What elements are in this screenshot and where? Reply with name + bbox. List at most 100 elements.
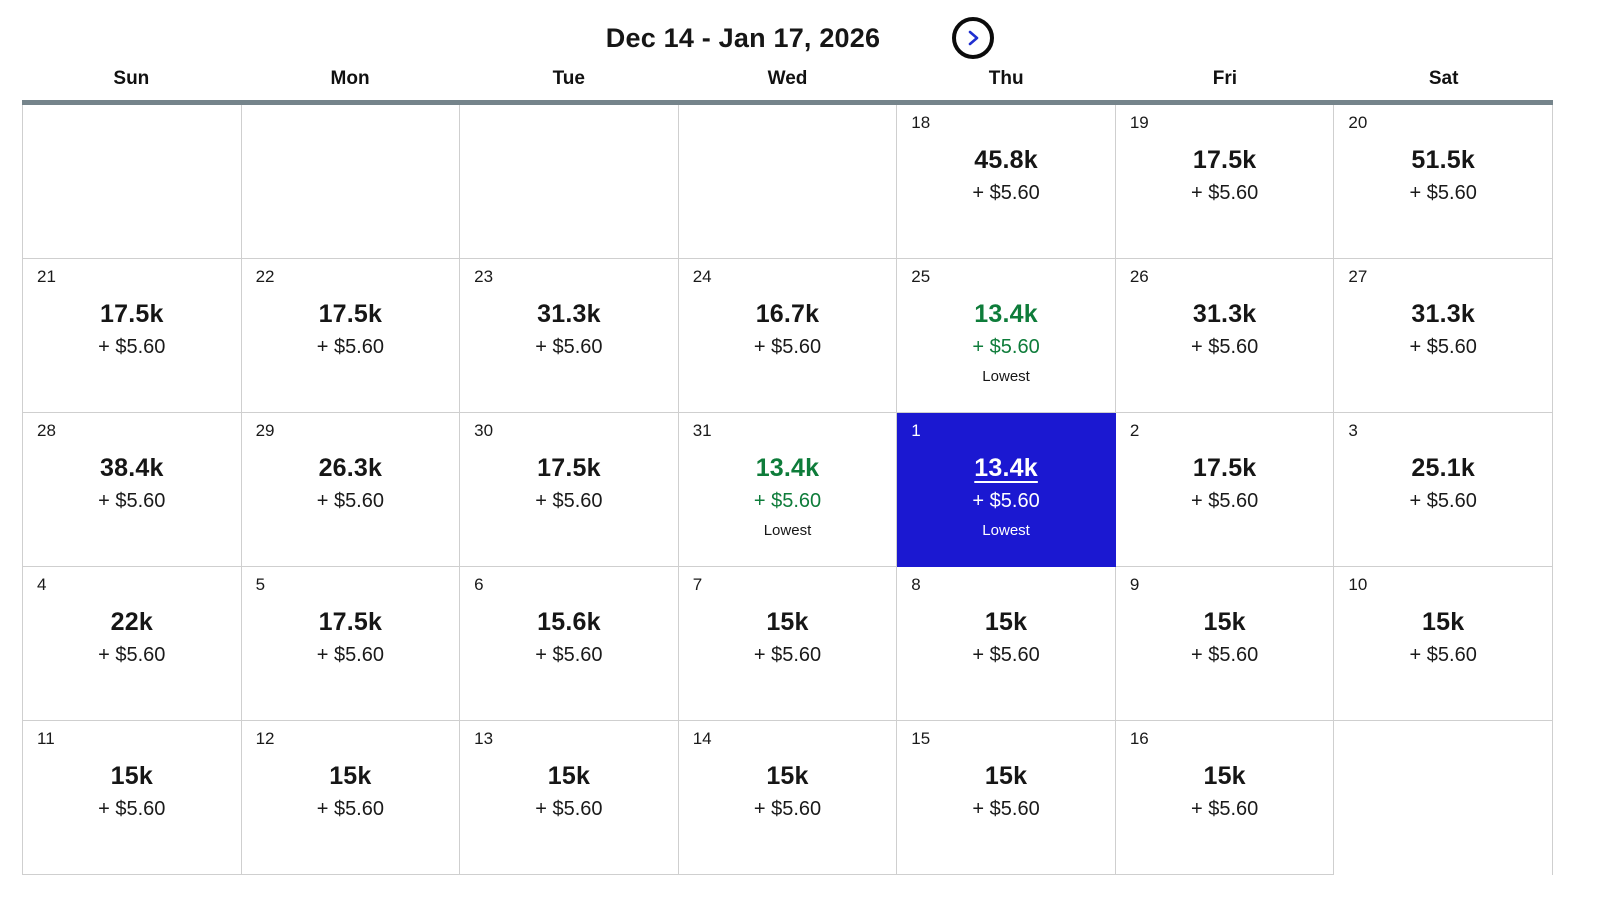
miles-value: 45.8k	[974, 146, 1038, 174]
lowest-badge: Lowest	[763, 522, 812, 539]
day-cell-22[interactable]: 22 17.5k + $5.60	[241, 259, 461, 413]
price-stack: 15k + $5.60	[911, 608, 1101, 667]
day-cell-15[interactable]: 15 15k + $5.60	[897, 721, 1116, 875]
price-stack: 17.5k + $5.60	[256, 300, 446, 359]
weekday-label-thu: Thu	[988, 68, 1024, 89]
day-cell-4[interactable]: 4 22k + $5.60	[23, 567, 242, 721]
tax-value: + $5.60	[1409, 182, 1477, 204]
lowest-badge: Lowest	[982, 368, 1030, 385]
calendar-grid: 18 45.8k + $5.60 19 17.5k + $5.60 20 51.5k + $5.…	[22, 105, 1553, 875]
miles-value: 15k	[1422, 608, 1465, 636]
weekday-label-mon: Mon	[330, 68, 370, 89]
day-cell-31[interactable]: 31 13.4k + $5.60 Lowest	[678, 413, 898, 567]
tax-value: + $5.60	[753, 490, 822, 512]
day-cell-9[interactable]: 9 15k + $5.60	[1115, 567, 1335, 721]
day-number: 30	[474, 421, 494, 440]
day-cell-23[interactable]: 23 31.3k + $5.60	[460, 259, 679, 413]
tax-value: + $5.60	[1409, 490, 1477, 512]
miles-value: 17.5k	[318, 300, 383, 328]
day-cell-13[interactable]: 13 15k + $5.60	[460, 721, 679, 875]
day-cell-30[interactable]: 30 17.5k + $5.60	[460, 413, 679, 567]
day-cell-28[interactable]: 28 38.4k + $5.60	[23, 413, 242, 567]
day-number: 24	[692, 267, 712, 286]
miles-value: 15k	[984, 762, 1028, 790]
empty-cell	[241, 105, 461, 259]
tax-value: + $5.60	[535, 644, 603, 666]
empty-cell	[1334, 721, 1553, 875]
tax-value: + $5.60	[1190, 182, 1259, 204]
day-cell-14[interactable]: 14 15k + $5.60	[678, 721, 898, 875]
miles-value: 15k	[110, 762, 153, 790]
day-number: 3	[1348, 421, 1358, 440]
day-number: 25	[911, 267, 931, 286]
day-cell-2[interactable]: 2 17.5k + $5.60	[1115, 413, 1335, 567]
tax-value: + $5.60	[316, 336, 384, 358]
price-stack: 16.7k + $5.60	[693, 300, 883, 359]
day-number: 16	[1129, 729, 1149, 748]
day-cell-3[interactable]: 3 25.1k + $5.60	[1334, 413, 1553, 567]
award-calendar: Sun Mon Tue Wed Thu Fri Sat 18 45.8k + $5.…	[22, 64, 1553, 875]
tax-value: + $5.60	[1190, 644, 1259, 666]
day-number: 5	[255, 575, 266, 594]
weekday-header: Sun Mon Tue Wed Thu Fri Sat	[22, 64, 1553, 94]
day-cell-5[interactable]: 5 17.5k + $5.60	[241, 567, 461, 721]
day-cell-10[interactable]: 10 15k + $5.60	[1334, 567, 1553, 721]
day-cell-19[interactable]: 19 17.5k + $5.60	[1115, 105, 1335, 259]
day-cell-26[interactable]: 26 31.3k + $5.60	[1115, 259, 1335, 413]
price-stack: 17.5k + $5.60	[1130, 146, 1320, 205]
empty-cell	[460, 105, 679, 259]
day-cell-1[interactable]: 1 13.4k + $5.60 Lowest	[897, 413, 1116, 567]
price-stack: 25.1k + $5.60	[1348, 454, 1538, 513]
day-cell-20[interactable]: 20 51.5k + $5.60	[1334, 105, 1553, 259]
day-number: 20	[1348, 113, 1368, 132]
day-cell-18[interactable]: 18 45.8k + $5.60	[897, 105, 1116, 259]
tax-value: + $5.60	[753, 336, 822, 358]
day-cell-11[interactable]: 11 15k + $5.60	[23, 721, 242, 875]
miles-value: 15k	[1203, 762, 1246, 790]
price-stack: 15k + $5.60	[1348, 608, 1538, 667]
tax-value: + $5.60	[535, 798, 603, 820]
day-number: 28	[37, 421, 56, 440]
tax-value: + $5.60	[972, 336, 1040, 358]
price-stack: 15k + $5.60	[256, 762, 446, 821]
next-dates-button[interactable]	[952, 17, 995, 59]
day-number: 7	[692, 575, 703, 594]
price-stack: 15k + $5.60	[37, 762, 227, 821]
price-stack: 13.4k + $5.60 Lowest	[911, 454, 1101, 539]
day-number: 27	[1348, 267, 1368, 286]
day-cell-21[interactable]: 21 17.5k + $5.60	[23, 259, 242, 413]
tax-value: + $5.60	[316, 644, 384, 666]
day-number: 19	[1129, 113, 1149, 132]
tax-value: + $5.60	[753, 644, 822, 666]
miles-value: 31.3k	[1192, 300, 1257, 328]
price-stack: 17.5k + $5.60	[256, 608, 446, 667]
price-stack: 17.5k + $5.60	[37, 300, 227, 359]
miles-value: 17.5k	[1192, 454, 1257, 482]
header-divider-bar	[22, 100, 1553, 105]
price-stack: 31.3k + $5.60	[1130, 300, 1320, 359]
day-cell-7[interactable]: 7 15k + $5.60	[678, 567, 898, 721]
day-cell-27[interactable]: 27 31.3k + $5.60	[1334, 259, 1553, 413]
lowest-badge: Lowest	[982, 522, 1030, 539]
day-cell-6[interactable]: 6 15.6k + $5.60	[460, 567, 679, 721]
miles-value: 15k	[984, 608, 1028, 636]
day-cell-8[interactable]: 8 15k + $5.60	[897, 567, 1116, 721]
tax-value: + $5.60	[1190, 336, 1259, 358]
day-cell-25[interactable]: 25 13.4k + $5.60 Lowest	[897, 259, 1116, 413]
day-cell-12[interactable]: 12 15k + $5.60	[241, 721, 461, 875]
day-number: 22	[255, 267, 275, 286]
day-number: 26	[1129, 267, 1149, 286]
day-number: 15	[911, 729, 931, 748]
miles-value: 16.7k	[755, 300, 820, 328]
tax-value: + $5.60	[535, 490, 603, 512]
day-cell-29[interactable]: 29 26.3k + $5.60	[241, 413, 461, 567]
day-cell-16[interactable]: 16 15k + $5.60	[1115, 721, 1335, 875]
miles-value: 17.5k	[318, 608, 383, 636]
tax-value: + $5.60	[753, 798, 822, 820]
tax-value: + $5.60	[972, 644, 1040, 666]
miles-value: 17.5k	[100, 300, 164, 328]
tax-value: + $5.60	[1409, 336, 1477, 358]
day-cell-24[interactable]: 24 16.7k + $5.60	[678, 259, 898, 413]
empty-cell	[23, 105, 242, 259]
miles-value: 51.5k	[1411, 146, 1475, 174]
